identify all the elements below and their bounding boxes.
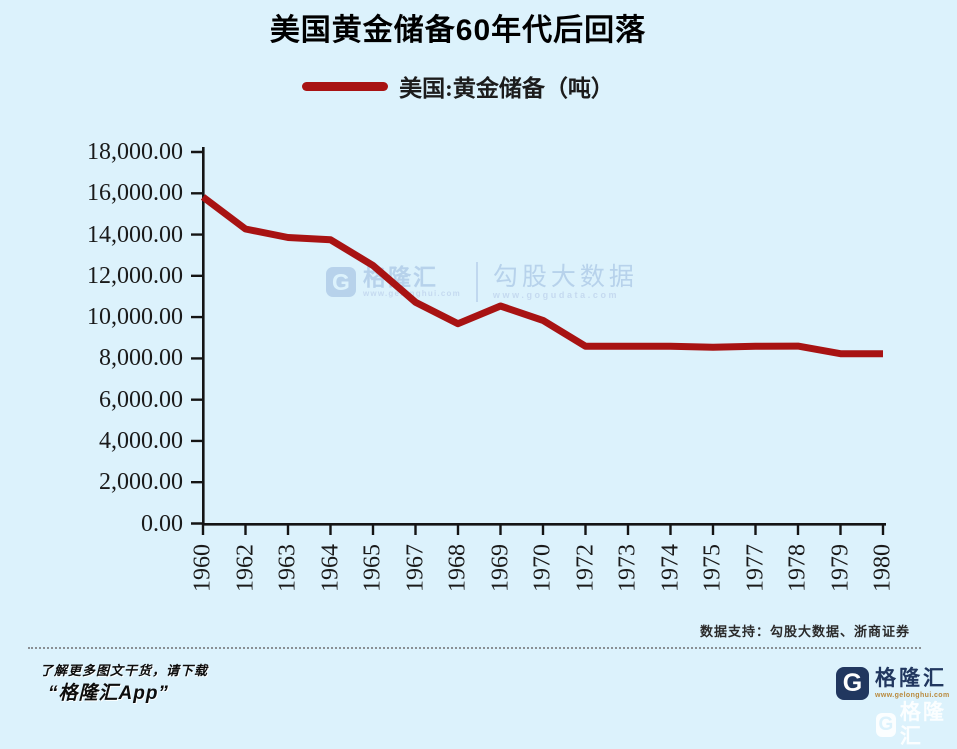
x-tick-label: 1975 bbox=[699, 544, 726, 592]
y-tick-label: 16,000.00 bbox=[87, 180, 183, 207]
y-tick-label: 10,000.00 bbox=[87, 304, 183, 331]
x-tick-label: 1963 bbox=[274, 544, 301, 592]
x-tick-label: 1979 bbox=[827, 544, 853, 592]
data-support-note: 数据支持：勾股大数据、浙商证券 bbox=[699, 624, 910, 639]
y-tick-label: 14,000.00 bbox=[87, 221, 183, 248]
legend-series-label: 美国:黄金储备（吨） bbox=[399, 76, 614, 101]
watermark-partner-url: www.gogudata.com bbox=[492, 289, 620, 300]
gelonghui-logo: G 格隆汇 www.gelonghui.com bbox=[836, 667, 950, 700]
promo-line2: “格隆汇App” bbox=[48, 683, 169, 704]
gelonghui-logo-text: 格隆汇 bbox=[875, 667, 947, 690]
corner-watermark-logo: G 格隆汇 bbox=[876, 701, 957, 749]
chart-title: 美国黄金储备60年代后回落 bbox=[269, 14, 647, 47]
y-tick-label: 4,000.00 bbox=[99, 427, 183, 454]
gelonghui-logo-text-block: 格隆汇 www.gelonghui.com bbox=[875, 667, 950, 700]
watermark-partner-block: 勾股大数据 www.gogudata.com bbox=[493, 264, 638, 301]
footer-divider bbox=[28, 647, 921, 649]
x-tick-label: 1970 bbox=[529, 544, 556, 592]
plot-area bbox=[191, 147, 886, 535]
promo-line1: 了解更多图文干货，请下载 bbox=[40, 663, 209, 678]
y-tick-label: 12,000.00 bbox=[87, 262, 183, 289]
x-tick-label: 1977 bbox=[742, 544, 768, 592]
promo-block: 了解更多图文干货，请下载 “格隆汇App” bbox=[40, 663, 208, 705]
y-tick-label: 2,000.00 bbox=[99, 469, 183, 496]
x-tick-label: 1967 bbox=[402, 544, 428, 592]
gelonghui-logo-url: www.gelonghui.com bbox=[875, 692, 950, 699]
legend: 美国:黄金储备（吨） bbox=[0, 70, 916, 102]
x-tick-label: 1980 bbox=[869, 544, 896, 592]
axis-lines bbox=[202, 147, 886, 526]
y-tick-label: 8,000.00 bbox=[99, 345, 183, 372]
y-tick-label: 18,000.00 bbox=[87, 139, 183, 165]
gelonghui-watermark-icon: G bbox=[326, 267, 356, 297]
x-tick-label: 1965 bbox=[359, 544, 386, 592]
x-tick-label: 1960 bbox=[189, 544, 216, 592]
legend-line-swatch bbox=[302, 81, 389, 91]
x-tick-label: 1973 bbox=[614, 544, 641, 592]
watermark-brand-url: www.gelonghui.com bbox=[363, 289, 461, 298]
gold-reserves-line bbox=[200, 194, 884, 358]
x-tick-label: 1974 bbox=[657, 544, 683, 592]
x-tick-label: 1969 bbox=[487, 544, 513, 592]
y-tick-label: 6,000.00 bbox=[99, 386, 183, 413]
x-tick-label: 1962 bbox=[232, 544, 258, 592]
x-tick-label: 1978 bbox=[784, 544, 811, 592]
watermark-partner-text: 勾股大数据 bbox=[492, 262, 638, 291]
gelonghui-g-icon: G bbox=[836, 667, 869, 700]
y-tick-label: 0.00 bbox=[141, 510, 183, 537]
x-tick-label: 1972 bbox=[572, 544, 598, 592]
corner-g-icon: G bbox=[876, 713, 896, 737]
watermark-divider bbox=[475, 262, 478, 302]
x-axis-ticks bbox=[201, 524, 885, 535]
x-tick-label: 1968 bbox=[444, 544, 471, 592]
x-tick-label: 1964 bbox=[317, 544, 343, 592]
y-axis-ticks bbox=[191, 150, 203, 525]
